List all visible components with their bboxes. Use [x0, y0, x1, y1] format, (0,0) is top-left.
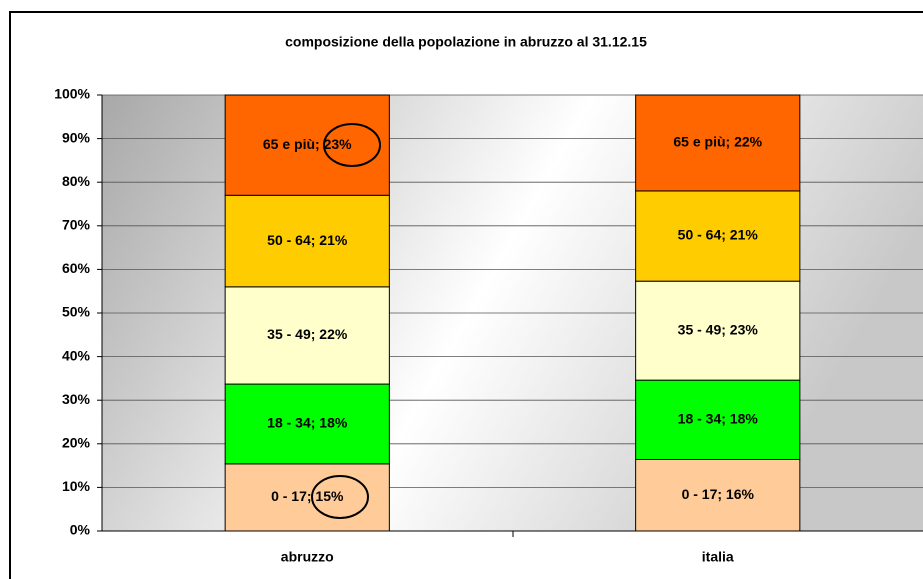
bar-segment: [224, 94, 390, 196]
bar-segment: [635, 458, 801, 532]
data-label: 35 - 49; 22%: [267, 326, 348, 342]
bar-segment: [635, 280, 801, 381]
y-tick-label: 90%: [62, 129, 91, 145]
y-tick-label: 100%: [54, 86, 90, 102]
data-label: 18 - 34; 18%: [678, 411, 759, 427]
bar-segment: [635, 94, 801, 192]
data-label: 65 e più; 22%: [673, 134, 762, 150]
x-tick-label: abruzzo: [281, 549, 334, 565]
bar-segment: [635, 379, 801, 460]
data-label: 0 - 17; 15%: [271, 488, 344, 504]
data-label: 50 - 64; 21%: [267, 232, 348, 248]
data-label: 50 - 64; 21%: [678, 227, 759, 243]
y-tick-label: 10%: [62, 478, 91, 494]
x-tick-label: italia: [702, 549, 734, 565]
data-label: 18 - 34; 18%: [267, 415, 348, 431]
data-label: 65 e più; 23%: [263, 136, 352, 152]
y-tick-label: 80%: [62, 173, 91, 189]
data-label: 0 - 17; 16%: [682, 486, 755, 502]
bar-segment: [224, 383, 390, 465]
y-tick-label: 70%: [62, 217, 91, 233]
y-tick-label: 60%: [62, 260, 91, 276]
highlight-circle: [311, 475, 369, 519]
y-tick-label: 30%: [62, 391, 91, 407]
bar-segment: [224, 286, 390, 385]
y-tick-label: 0%: [70, 522, 91, 538]
y-tick-label: 40%: [62, 347, 91, 363]
highlight-circle: [323, 123, 381, 167]
y-tick-label: 50%: [62, 304, 91, 320]
y-tick-label: 20%: [62, 435, 91, 451]
data-label: 35 - 49; 23%: [678, 321, 759, 337]
bar-segment: [224, 194, 390, 288]
chart-title: composizione della popolazione in abruzz…: [285, 34, 647, 50]
